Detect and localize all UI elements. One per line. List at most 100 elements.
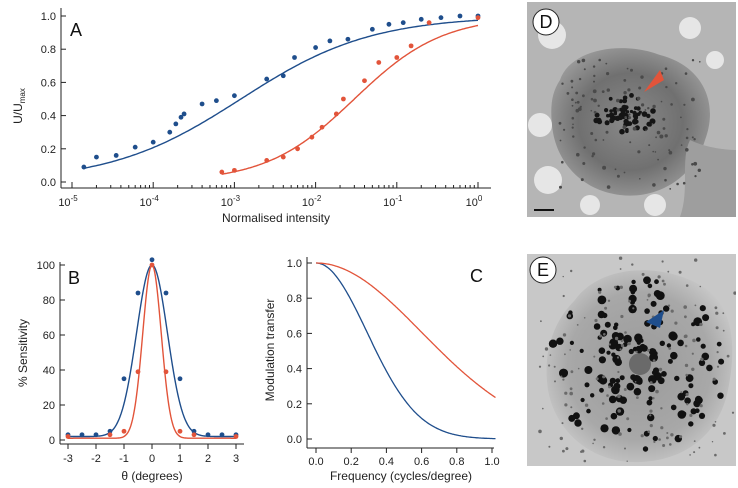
chart-c: 0.00.20.40.60.81.0 0.0 0.2 0.4 0.6 0.8 1.0 C …: [263, 257, 500, 483]
granule: [630, 374, 637, 381]
chart-a-point-blue: [457, 13, 463, 19]
granule: [653, 367, 660, 374]
texture-speck: [655, 389, 659, 394]
granule: [559, 368, 568, 378]
chart-a-x-tick-label: 100: [466, 194, 483, 209]
texture-speck: [624, 447, 626, 450]
chart-a-point-red: [333, 111, 339, 117]
texture-speck: [569, 349, 571, 351]
chart-a-point-blue: [150, 139, 156, 145]
texture-speck: [572, 123, 574, 126]
texture-speck: [627, 88, 631, 92]
texture-speck: [656, 130, 661, 135]
texture-speck: [684, 334, 688, 338]
chart-a-point-blue: [94, 154, 99, 160]
texture-speck: [715, 326, 719, 330]
texture-speck: [614, 168, 617, 171]
granule: [584, 366, 593, 374]
texture-speck: [561, 422, 564, 425]
texture-speck: [559, 436, 563, 441]
texture-speck: [577, 107, 582, 111]
texture-speck: [657, 275, 661, 279]
texture-speck: [566, 92, 570, 95]
texture-speck: [544, 347, 549, 351]
texture-speck: [620, 314, 624, 319]
texture-speck: [583, 459, 587, 463]
granule: [670, 404, 677, 411]
granule: [695, 408, 700, 414]
granule: [674, 375, 680, 382]
texture-speck: [689, 413, 693, 417]
texture-speck: [693, 138, 696, 141]
texture-speck: [714, 306, 718, 310]
chart-a-x-label: Normalised intensity: [222, 211, 330, 225]
chart-a-x-tick-label: 10-4: [140, 194, 160, 209]
chart-b-y-label: % Sensitivity: [16, 319, 30, 387]
texture-speck: [627, 341, 631, 346]
granule: [626, 382, 635, 391]
granule: [621, 104, 628, 111]
texture-speck: [564, 353, 566, 356]
texture-speck: [689, 454, 691, 456]
granule: [633, 387, 642, 396]
granule: [568, 414, 576, 422]
chart-a-point-blue: [292, 55, 297, 60]
texture-speck: [604, 306, 608, 310]
granule: [613, 382, 621, 390]
texture-speck: [640, 75, 644, 79]
granule: [619, 128, 625, 135]
texture-speck: [542, 355, 545, 358]
granule: [619, 396, 627, 404]
chart-a-point-red: [295, 146, 300, 152]
chart-b-point-red: [191, 432, 197, 438]
texture-speck: [670, 309, 674, 313]
texture-speck: [639, 178, 641, 180]
granule: [654, 279, 659, 285]
texture-speck: [578, 77, 582, 81]
texture-speck: [637, 150, 641, 154]
granule: [670, 351, 678, 360]
texture-speck: [691, 163, 694, 166]
texture-speck: [538, 429, 542, 434]
chart-b-x-tick-label: 1: [177, 453, 183, 465]
chart-b-y-tick-label: 80: [43, 295, 55, 307]
texture-speck: [591, 155, 594, 158]
chart-a-point-blue: [438, 15, 444, 21]
texture-speck: [670, 103, 673, 106]
granule: [663, 305, 670, 312]
texture-speck: [617, 394, 621, 399]
texture-speck: [570, 79, 574, 83]
texture-speck: [630, 68, 633, 72]
texture-speck: [624, 331, 627, 334]
texture-speck: [679, 435, 683, 439]
texture-speck: [564, 391, 568, 395]
texture-speck: [601, 90, 605, 93]
texture-speck: [649, 409, 653, 413]
texture-speck: [715, 311, 719, 315]
texture-speck: [619, 285, 623, 289]
micrograph-d-vacuole: [679, 17, 701, 39]
texture-speck: [628, 299, 631, 303]
svg-text:U/Umax: U/Umax: [11, 88, 27, 124]
chart-a-y-tick-label: 0.6: [41, 77, 56, 89]
texture-speck: [618, 432, 622, 436]
chart-b-x-tick-label: 2: [205, 453, 211, 465]
chart-b-point-blue: [107, 428, 113, 434]
texture-speck: [676, 182, 679, 186]
granule: [677, 339, 684, 347]
texture-speck: [582, 162, 586, 165]
texture-speck: [577, 60, 581, 64]
chart-a-y-label: U/Umax: [11, 88, 27, 124]
chart-a-point-red: [264, 158, 270, 163]
chart-b-point-blue: [79, 432, 85, 438]
granule: [648, 385, 656, 393]
granule: [694, 395, 703, 403]
texture-speck: [686, 128, 689, 131]
chart-a-y-tick-label: 0.8: [41, 44, 56, 56]
granule: [620, 109, 625, 114]
granule: [643, 112, 648, 116]
texture-speck: [647, 295, 651, 298]
granule: [688, 383, 694, 389]
granule: [688, 421, 694, 427]
chart-a-y-tick-label: 0.0: [41, 177, 56, 189]
